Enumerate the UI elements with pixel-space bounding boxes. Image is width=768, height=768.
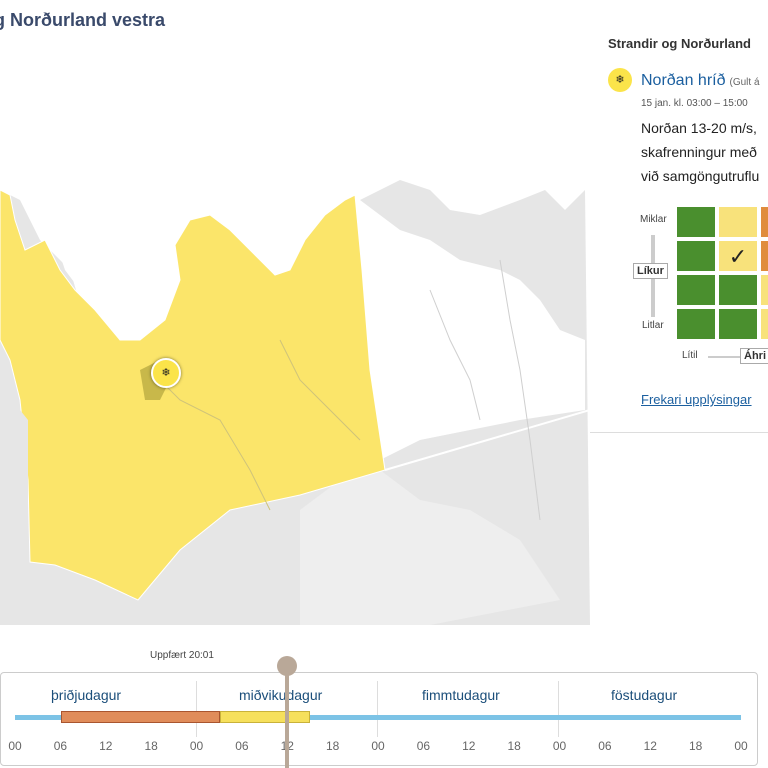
page-title: g Norðurland vestra	[0, 10, 166, 30]
yellow-warning-area[interactable]	[0, 189, 386, 601]
land-grey-west	[0, 385, 28, 565]
warning-time: 15 jan. kl. 03:00 – 15:00	[641, 98, 748, 109]
day-label: fimmtudagur	[422, 687, 500, 703]
orange-warning-period[interactable]	[61, 711, 220, 723]
hour-tick: 06	[235, 739, 249, 753]
map-canvas[interactable]	[0, 40, 590, 625]
warning-map[interactable]	[0, 40, 590, 625]
snow-wind-icon: ❄︎	[608, 68, 632, 92]
river	[149, 369, 271, 511]
timeline-handle-line[interactable]	[285, 672, 289, 768]
description-line: við samgöngutruflu	[641, 168, 760, 184]
hour-tick: 00	[552, 739, 567, 753]
matrix-cell	[676, 274, 716, 306]
timeline-track[interactable]	[15, 715, 741, 720]
matrix-cell	[760, 206, 768, 238]
warning-description: Norðan 13-20 m/s, skafrenningur með við …	[641, 116, 759, 188]
land-grey-south	[300, 470, 560, 625]
day-label: þriðjudagur	[51, 687, 122, 703]
hour-tick: 06	[598, 739, 612, 753]
x-axis-low-label: Lítil	[682, 350, 698, 361]
hour-tick: 00	[734, 739, 748, 753]
matrix-cell	[718, 274, 758, 306]
matrix-cell	[676, 308, 716, 340]
river	[279, 339, 361, 441]
day-divider	[377, 681, 378, 737]
x-axis-arrow	[708, 356, 740, 358]
x-axis-label: Áhri	[740, 348, 768, 364]
snow-wind-icon[interactable]: ❄︎	[151, 358, 181, 388]
yellow-warning-period[interactable]	[220, 711, 310, 723]
region-border	[384, 409, 590, 471]
y-axis-high-label: Miklar	[640, 214, 667, 225]
matrix-cell	[760, 240, 768, 272]
matrix-cell	[718, 308, 758, 340]
day-label: föstudagur	[611, 687, 678, 703]
matrix-cell	[718, 206, 758, 238]
day-divider	[196, 681, 197, 737]
hour-tick: 12	[643, 739, 657, 753]
warning-panel: Strandir og Norðurland ❄︎ Norðan hríð (Gu…	[590, 30, 768, 433]
matrix-cell	[760, 274, 768, 306]
hour-tick: 12	[462, 739, 476, 753]
check-mark-icon: ✓	[718, 240, 758, 272]
hour-tick: 12	[99, 739, 113, 753]
matrix-cell	[676, 240, 716, 272]
day-divider	[558, 681, 559, 737]
hour-tick: 06	[53, 739, 68, 753]
river	[429, 289, 481, 421]
timeline[interactable]: þriðjudagur miðvikudagur fimmtudagur fös…	[0, 672, 758, 766]
warning-title[interactable]: Norðan hríð (Gult á	[641, 72, 760, 90]
warning-level: (Gult á	[729, 77, 760, 88]
river	[499, 259, 541, 521]
hour-tick: 00	[371, 739, 385, 753]
hour-tick: 18	[144, 739, 158, 753]
updated-time: Uppfært 20:01	[150, 650, 214, 661]
region-title: Strandir og Norðurland	[608, 36, 751, 51]
description-line: Norðan 13-20 m/s,	[641, 120, 757, 136]
fjord	[55, 220, 150, 340]
more-info-link[interactable]: Frekari upplýsingar	[641, 392, 752, 407]
hour-tick: 00	[8, 739, 22, 753]
timeline-handle[interactable]	[277, 656, 297, 676]
hour-tick: 18	[688, 739, 703, 753]
hour-tick: 06	[416, 739, 431, 753]
day-label: miðvikudagur	[239, 687, 323, 703]
warning-name[interactable]: Norðan hríð	[641, 72, 726, 89]
matrix-cell	[760, 308, 768, 340]
hour-tick: 18	[507, 739, 521, 753]
hour-tick: 00	[189, 739, 204, 753]
hour-tick: 18	[325, 739, 340, 753]
y-axis-low-label: Litlar	[642, 320, 664, 331]
matrix-cell	[676, 206, 716, 238]
y-axis-label: Líkur	[633, 263, 668, 279]
description-line: skafrenningur með	[641, 144, 757, 160]
